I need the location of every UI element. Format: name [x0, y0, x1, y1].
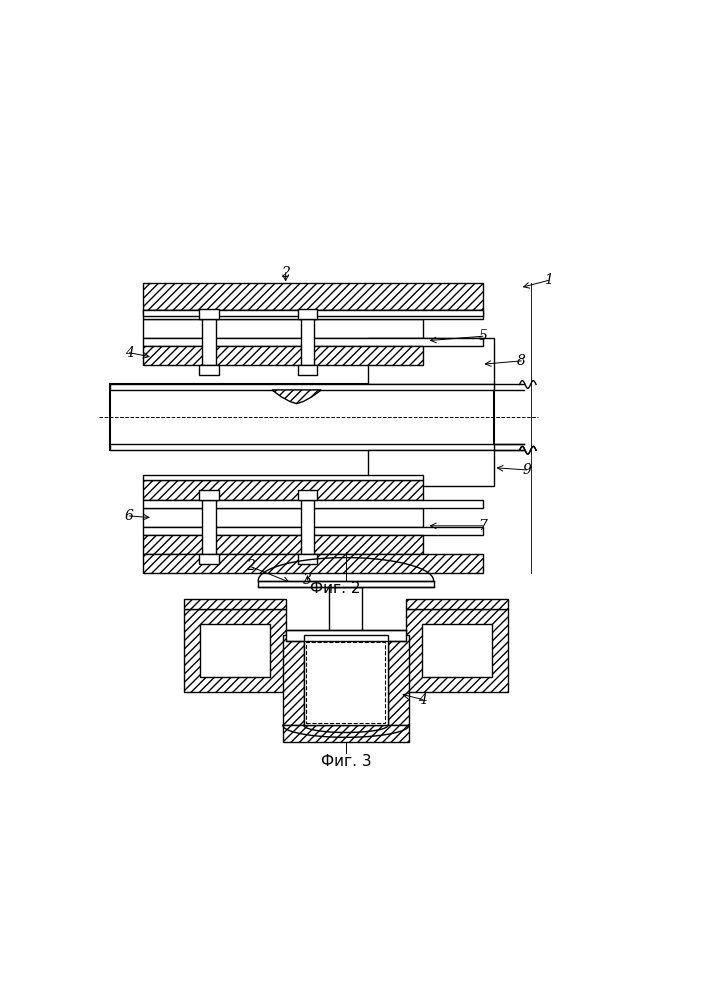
Bar	[388, 635, 409, 725]
Bar	[298, 490, 317, 500]
Bar	[199, 309, 218, 319]
Bar	[421, 624, 492, 677]
Bar	[298, 554, 317, 564]
Text: 7: 7	[479, 519, 487, 533]
Bar	[199, 624, 270, 677]
Text: 4: 4	[418, 693, 427, 707]
Bar	[329, 587, 362, 635]
Bar	[202, 500, 216, 554]
Bar	[202, 319, 216, 365]
Text: 9: 9	[522, 463, 531, 477]
Bar	[144, 283, 483, 310]
Bar	[300, 319, 315, 365]
Text: 5: 5	[479, 329, 487, 343]
Text: 2: 2	[245, 559, 255, 573]
Bar	[283, 725, 409, 742]
Bar	[298, 365, 317, 375]
Bar	[144, 500, 483, 508]
Bar	[144, 346, 423, 365]
Text: 4: 4	[125, 346, 134, 360]
Bar	[304, 635, 388, 725]
Bar	[185, 609, 286, 692]
Bar	[144, 554, 483, 573]
Bar	[144, 535, 423, 554]
Bar	[298, 309, 317, 319]
Bar	[368, 338, 494, 384]
Bar	[199, 554, 218, 564]
Text: 3: 3	[303, 573, 312, 587]
Bar	[110, 384, 494, 390]
Text: 1: 1	[544, 273, 553, 287]
Text: 2: 2	[281, 266, 290, 280]
Bar	[144, 527, 483, 535]
Polygon shape	[272, 390, 321, 404]
Bar	[199, 365, 218, 375]
Bar	[110, 384, 494, 450]
Bar	[110, 444, 494, 450]
Text: 8: 8	[517, 354, 526, 368]
Bar	[199, 490, 218, 500]
Bar	[306, 642, 385, 723]
Bar	[283, 635, 304, 725]
Bar	[144, 480, 423, 500]
Bar	[144, 319, 423, 338]
Bar	[144, 310, 483, 319]
Bar	[407, 609, 508, 692]
Bar	[144, 508, 423, 527]
Text: Фиг. 2: Фиг. 2	[310, 581, 360, 596]
Text: 6: 6	[125, 509, 134, 523]
Bar	[185, 599, 286, 609]
Bar	[300, 500, 315, 554]
Bar	[144, 310, 483, 316]
Bar	[144, 338, 483, 346]
Bar	[368, 450, 494, 486]
Bar	[144, 475, 423, 480]
Bar	[286, 630, 407, 641]
Text: Фиг. 3: Фиг. 3	[320, 754, 371, 769]
Bar	[258, 581, 433, 587]
Bar	[407, 599, 508, 609]
